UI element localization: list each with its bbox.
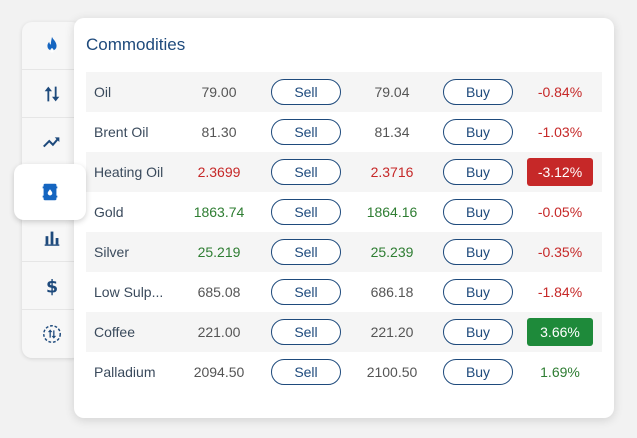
ask-price: 25.239 bbox=[370, 244, 414, 260]
change-value: -0.84% bbox=[537, 84, 583, 100]
change-value: -0.05% bbox=[537, 204, 583, 220]
buy-button[interactable]: Buy bbox=[443, 79, 513, 105]
instrument-name[interactable]: Coffee bbox=[94, 324, 135, 340]
tab-commodities[interactable] bbox=[14, 164, 86, 220]
table-row: Silver 25.219 Sell 25.239 Buy -0.35% bbox=[86, 232, 602, 272]
category-rail: $ bbox=[14, 22, 86, 358]
oil-barrel-icon bbox=[42, 183, 58, 201]
table-row: Coffee 221.00 Sell 221.20 Buy 3.66% bbox=[86, 312, 602, 352]
table-row: Palladium 2094.50 Sell 2100.50 Buy 1.69% bbox=[86, 352, 602, 392]
sell-button[interactable]: Sell bbox=[271, 239, 341, 265]
quotes-table: Oil 79.00 Sell 79.04 Buy -0.84% Brent Oil 81.30… bbox=[86, 72, 602, 392]
bid-price: 221.00 bbox=[197, 324, 241, 340]
instrument-name[interactable]: Palladium bbox=[94, 364, 156, 380]
ask-price: 2100.50 bbox=[366, 364, 418, 380]
ask-price: 81.34 bbox=[374, 124, 410, 140]
sell-button[interactable]: Sell bbox=[271, 79, 341, 105]
ask-price: 79.04 bbox=[374, 84, 410, 100]
change-value: -0.35% bbox=[537, 244, 583, 260]
tab-rates[interactable] bbox=[22, 310, 82, 358]
tab-energy[interactable] bbox=[22, 22, 82, 70]
bid-price: 2.3699 bbox=[197, 164, 241, 180]
buy-button[interactable]: Buy bbox=[443, 159, 513, 185]
instrument-name[interactable]: Silver bbox=[94, 244, 130, 260]
instrument-name[interactable]: Heating Oil bbox=[94, 164, 164, 180]
bid-price: 81.30 bbox=[201, 124, 237, 140]
buy-button[interactable]: Buy bbox=[443, 199, 513, 225]
bid-price: 2094.50 bbox=[193, 364, 245, 380]
instrument-name[interactable]: Oil bbox=[94, 84, 112, 100]
change-value: -1.03% bbox=[537, 124, 583, 140]
trend-up-icon bbox=[43, 136, 60, 147]
ask-price: 221.20 bbox=[370, 324, 414, 340]
change-value: -1.84% bbox=[537, 284, 583, 300]
instrument-name[interactable]: Low Sulp... bbox=[94, 284, 164, 300]
change-badge: -3.12% bbox=[527, 158, 593, 186]
buy-button[interactable]: Buy bbox=[443, 239, 513, 265]
buy-button[interactable]: Buy bbox=[443, 279, 513, 305]
change-badge: 3.66% bbox=[527, 318, 593, 346]
bid-price: 685.08 bbox=[197, 284, 241, 300]
instrument-name[interactable]: Brent Oil bbox=[94, 124, 149, 140]
sort-arrows-icon bbox=[44, 86, 60, 101]
ask-price: 2.3716 bbox=[370, 164, 414, 180]
flame-icon bbox=[47, 36, 57, 53]
buy-button[interactable]: Buy bbox=[443, 359, 513, 385]
ask-price: 686.18 bbox=[370, 284, 414, 300]
table-row: Brent Oil 81.30 Sell 81.34 Buy -1.03% bbox=[86, 112, 602, 152]
bid-price: 1863.74 bbox=[193, 204, 245, 220]
sell-button[interactable]: Sell bbox=[271, 279, 341, 305]
sell-button[interactable]: Sell bbox=[271, 119, 341, 145]
tab-trending[interactable] bbox=[22, 118, 82, 166]
exchange-icon bbox=[43, 325, 61, 343]
panel-title: Commodities bbox=[86, 35, 186, 54]
tab-forex[interactable]: $ bbox=[22, 262, 82, 310]
sell-button[interactable]: Sell bbox=[271, 159, 341, 185]
buy-button[interactable]: Buy bbox=[443, 319, 513, 345]
bid-price: 79.00 bbox=[201, 84, 237, 100]
instrument-name[interactable]: Gold bbox=[94, 204, 124, 220]
tab-indices[interactable] bbox=[22, 214, 82, 262]
commodities-panel: Commodities Oil 79.00 Sell 79.04 Buy -0.84% Br… bbox=[74, 18, 614, 418]
bar-chart-icon bbox=[44, 231, 60, 246]
change-value: 1.69% bbox=[540, 364, 580, 380]
table-row: Heating Oil 2.3699 Sell 2.3716 Buy -3.12% bbox=[86, 152, 602, 192]
sell-button[interactable]: Sell bbox=[271, 199, 341, 225]
tab-movers[interactable] bbox=[22, 70, 82, 118]
bid-price: 25.219 bbox=[197, 244, 241, 260]
table-row: Oil 79.00 Sell 79.04 Buy -0.84% bbox=[86, 72, 602, 112]
table-row: Low Sulp... 685.08 Sell 686.18 Buy -1.84% bbox=[86, 272, 602, 312]
dollar-icon: $ bbox=[46, 277, 58, 297]
table-row: Gold 1863.74 Sell 1864.16 Buy -0.05% bbox=[86, 192, 602, 232]
buy-button[interactable]: Buy bbox=[443, 119, 513, 145]
sell-button[interactable]: Sell bbox=[271, 319, 341, 345]
ask-price: 1864.16 bbox=[366, 204, 418, 220]
svg-text:$: $ bbox=[46, 277, 58, 297]
sell-button[interactable]: Sell bbox=[271, 359, 341, 385]
